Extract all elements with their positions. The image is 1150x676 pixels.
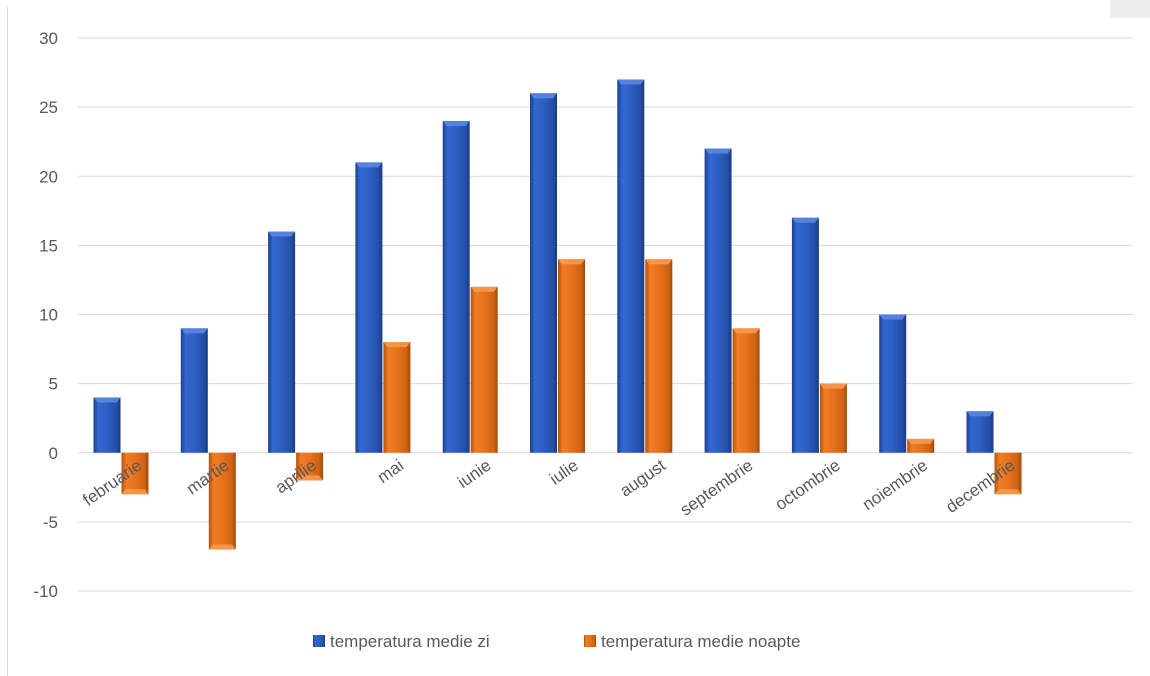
- bar-bevel: [208, 544, 236, 550]
- bar-noapte-februarie: [121, 452, 149, 495]
- bar-noapte-mai: [383, 342, 411, 453]
- bar-bevel: [296, 475, 324, 481]
- legend: temperatura medie zi temperatura medie no…: [313, 632, 800, 651]
- bar-bevel: [355, 162, 383, 168]
- y-tick-label: 0: [49, 444, 58, 463]
- bar-bevel: [558, 259, 585, 265]
- bar-bevel: [732, 328, 760, 334]
- bar-noapte-decembrie: [994, 452, 1022, 495]
- x-category-label: octombrie: [772, 456, 844, 514]
- bar-bevel: [121, 489, 149, 495]
- legend-label: temperatura medie zi: [330, 632, 490, 651]
- bar-bevel: [530, 93, 557, 99]
- bar-bevel: [966, 411, 994, 417]
- x-category-label: noiembrie: [859, 456, 931, 514]
- bar-zi-aprilie: [268, 231, 296, 453]
- bar-noapte-iunie: [470, 286, 498, 453]
- y-axis-tick-labels: 30 25 20 15 10 5 0 -5 -10: [33, 29, 58, 601]
- x-category-label: mai: [374, 456, 407, 487]
- y-tick-label: 5: [49, 375, 58, 394]
- bar-bevel: [442, 120, 470, 126]
- bar-bevel: [383, 342, 411, 348]
- legend-swatch: [313, 635, 325, 647]
- bar-bevel: [470, 286, 498, 292]
- y-tick-label: 10: [39, 306, 58, 325]
- legend-swatch: [584, 635, 596, 647]
- bar-zi-noiembrie: [879, 314, 907, 453]
- bar-zi-octombrie: [791, 217, 819, 453]
- bar-zi-iulie: [530, 93, 557, 453]
- y-tick-label: -10: [33, 582, 58, 601]
- bar-bevel: [994, 489, 1022, 495]
- bar-zi-februarie: [93, 397, 121, 453]
- gridlines: [78, 37, 1133, 592]
- bar-noapte-august: [645, 259, 673, 453]
- bar-bevel: [704, 148, 732, 154]
- bar-zi-iunie: [442, 120, 470, 453]
- bar-zi-septembrie: [704, 148, 732, 453]
- bar-noapte-octombrie: [819, 383, 847, 453]
- bar-noapte-martie: [208, 452, 236, 550]
- chart-frame-border: [7, 7, 8, 676]
- y-tick-label: 25: [39, 98, 58, 117]
- bar-bevel: [819, 383, 847, 389]
- bar-bevel: [617, 79, 645, 85]
- legend-label: temperatura medie noapte: [601, 632, 800, 651]
- x-category-label: septembrie: [677, 456, 757, 520]
- bar-bevel: [879, 314, 907, 320]
- bar-noapte-iulie: [558, 259, 585, 453]
- bar-zi-martie: [180, 328, 208, 453]
- bar-bevel: [645, 259, 673, 265]
- bar-bevel: [907, 438, 935, 444]
- window-corner: [1110, 0, 1150, 18]
- bar-bevel: [180, 328, 208, 334]
- bar-noapte-septembrie: [732, 328, 760, 453]
- x-category-label: august: [616, 456, 669, 501]
- bar-bevel: [268, 231, 296, 237]
- y-tick-label: 15: [39, 236, 58, 255]
- bar-zi-mai: [355, 162, 383, 453]
- bar-bevel: [93, 397, 121, 403]
- bars: [93, 79, 1022, 550]
- x-category-label: iulie: [546, 456, 582, 489]
- bar-zi-decembrie: [966, 411, 994, 453]
- y-tick-label: 20: [39, 167, 58, 186]
- y-tick-label: -5: [43, 513, 58, 532]
- y-tick-label: 30: [39, 29, 58, 48]
- bar-zi-august: [617, 79, 645, 453]
- bar-bevel: [791, 217, 819, 223]
- x-category-label: iunie: [454, 456, 494, 492]
